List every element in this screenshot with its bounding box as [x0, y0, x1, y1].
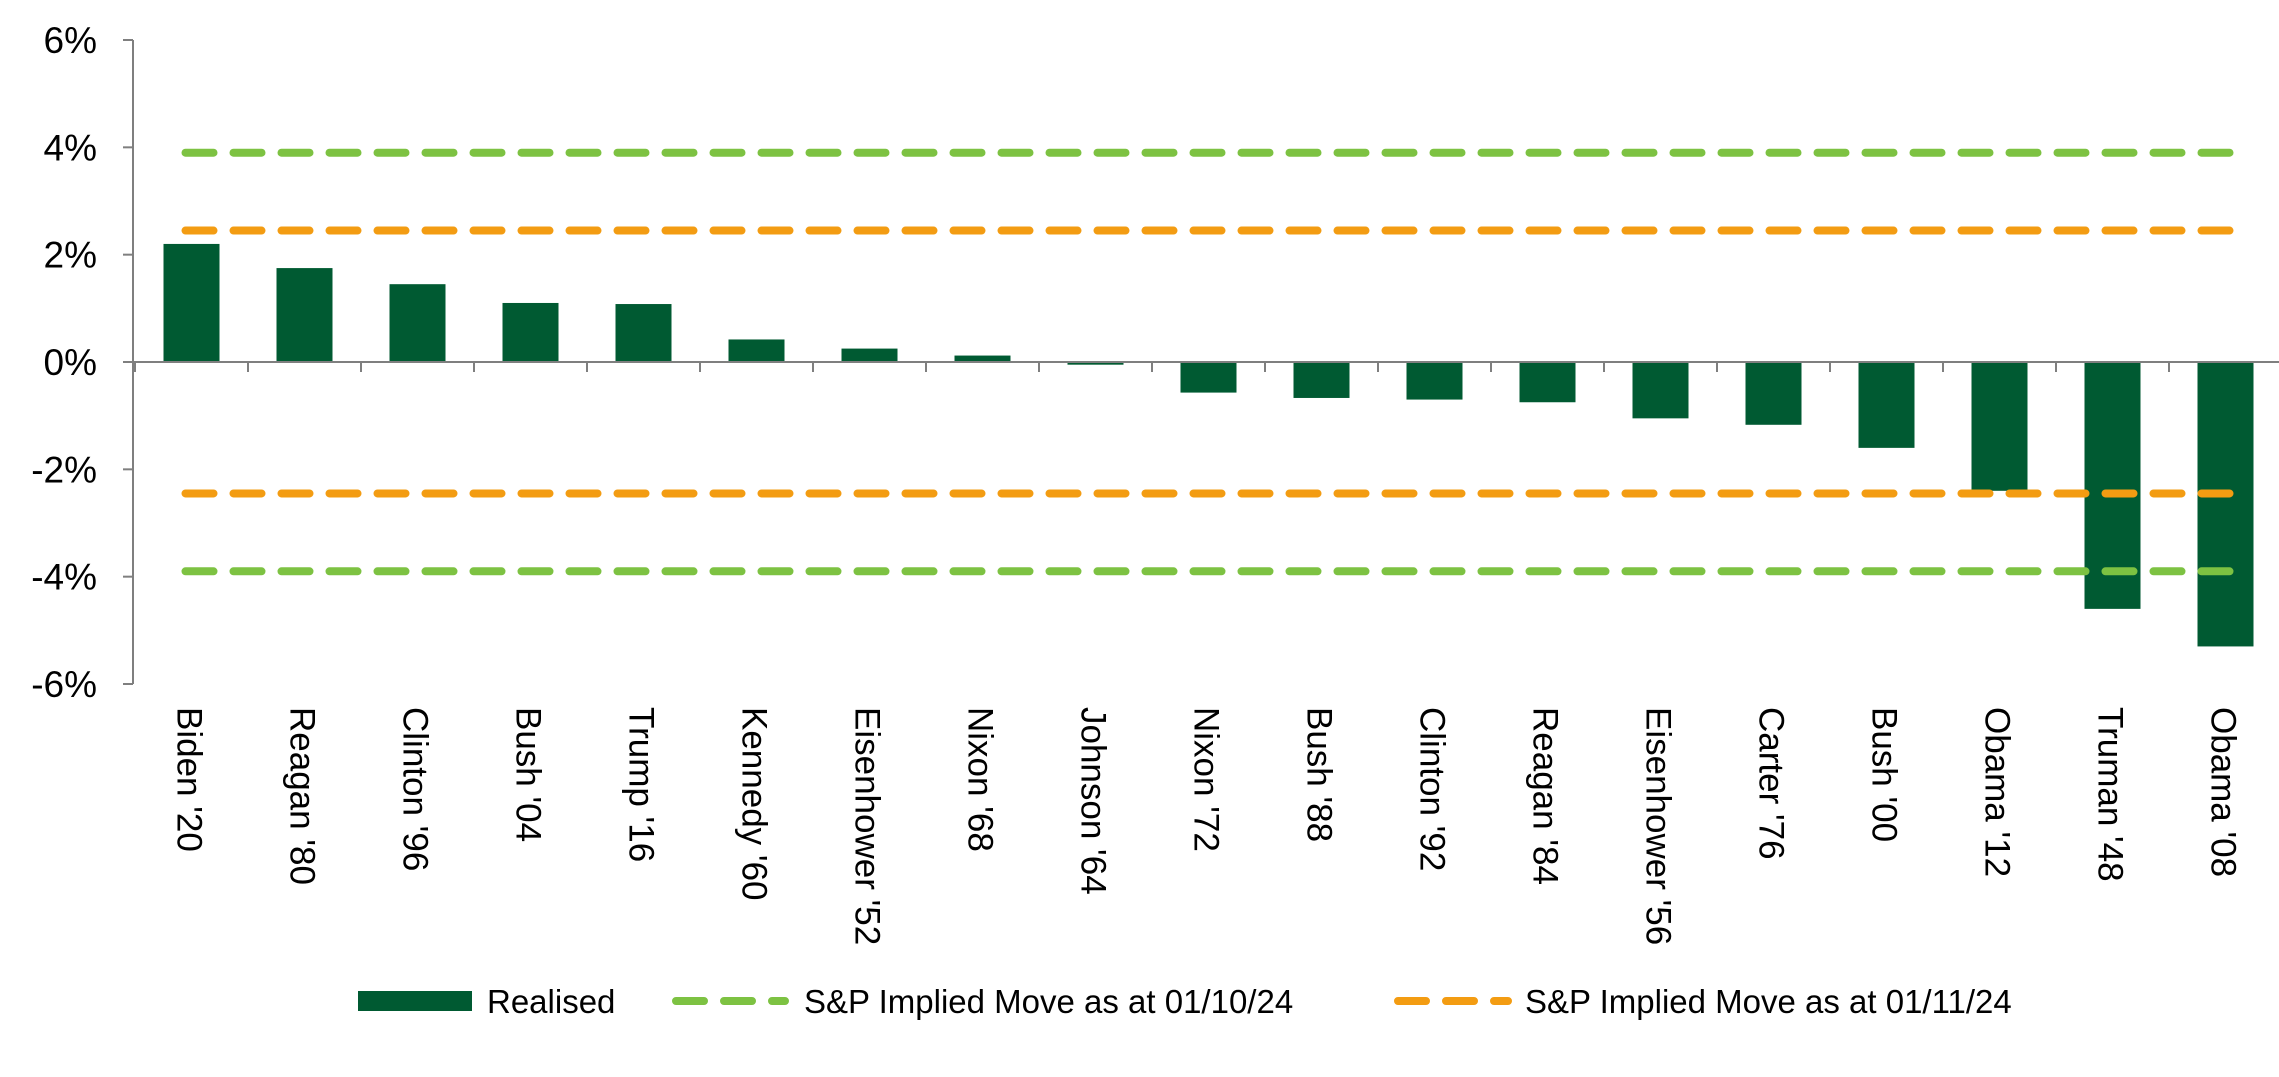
x-tick-label: Obama '08	[2204, 707, 2243, 877]
x-tick-label: Bush '00	[1865, 707, 1904, 842]
x-tick-label: Bush '04	[509, 707, 548, 842]
bar-1	[276, 268, 333, 362]
axes	[123, 39, 2279, 685]
bar-6	[841, 348, 898, 362]
legend-label-2: S&P Implied Move as at 01/11/24	[1525, 983, 2012, 1020]
x-tick-label: Bush '88	[1300, 707, 1339, 842]
x-tick-label: Clinton '96	[396, 707, 435, 871]
x-tick-label: Johnson '64	[1074, 707, 1113, 895]
x-tick-label: Eisenhower '52	[848, 707, 887, 945]
x-tick-label: Obama '12	[1978, 707, 2017, 877]
bar-18	[2197, 362, 2254, 647]
bar-8	[1067, 362, 1124, 365]
bar-16	[1971, 362, 2028, 491]
y-tick-labels: 6% 4% 2% 0% -2% -4% -6%	[31, 20, 97, 705]
x-tick-label: Truman '48	[2091, 707, 2130, 882]
legend-swatch-0	[358, 991, 472, 1011]
x-tick-label: Trump '16	[622, 707, 661, 862]
y-tick-label: -6%	[31, 664, 97, 705]
bar-14	[1745, 362, 1802, 425]
y-tick-label: 0%	[44, 342, 97, 383]
bar-13	[1632, 362, 1689, 419]
y-tick-label: 4%	[44, 127, 97, 168]
bar-11	[1406, 362, 1463, 400]
x-tick-labels: Biden '20 Reagan '80 Clinton '96 Bush '04 Tr…	[170, 707, 2243, 945]
x-tick-label: Reagan '80	[283, 707, 322, 885]
x-tick-label: Carter '76	[1752, 707, 1791, 860]
legend-label-1: S&P Implied Move as at 01/10/24	[804, 983, 1293, 1020]
reference-lines	[181, 148, 2238, 576]
bars	[163, 243, 2254, 647]
y-tick-label: 6%	[44, 20, 97, 61]
bar-5	[728, 339, 785, 362]
x-tick-label: Nixon '72	[1187, 707, 1226, 852]
y-tick-label: 2%	[44, 235, 97, 276]
x-tick-label: Nixon '68	[961, 707, 1000, 852]
bar-0	[163, 243, 220, 362]
x-tick-label: Clinton '92	[1413, 707, 1452, 871]
bar-12	[1519, 362, 1576, 403]
x-tick-label: Biden '20	[170, 707, 209, 852]
x-tick-label: Eisenhower '56	[1639, 707, 1678, 945]
bar-15	[1858, 362, 1915, 448]
y-tick-label: -2%	[31, 449, 97, 490]
x-tick-label: Reagan '84	[1526, 707, 1565, 885]
bar-2	[389, 284, 446, 362]
bar-9	[1180, 362, 1237, 393]
bar-3	[502, 302, 559, 362]
legend-label-0: Realised	[487, 983, 615, 1020]
y-tick-label: -4%	[31, 557, 97, 598]
bar-4	[615, 304, 672, 362]
bar-10	[1293, 362, 1350, 398]
x-tick-label: Kennedy '60	[735, 707, 774, 901]
legend: Realised S&P Implied Move as at 01/10/24 S…	[358, 983, 2012, 1020]
bar-7	[954, 355, 1011, 362]
